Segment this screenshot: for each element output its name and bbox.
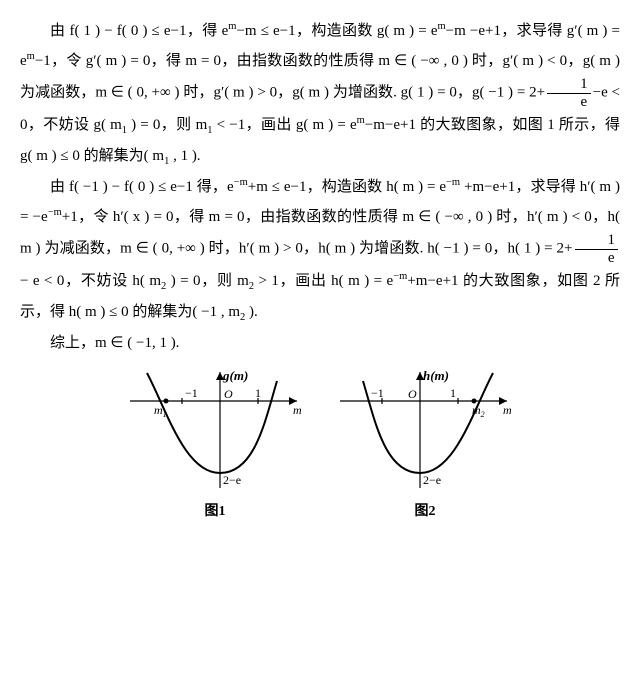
text: < −1，画出 g( m ) = e bbox=[213, 117, 357, 133]
exp: −m bbox=[234, 177, 248, 188]
text: 由 f( 1 ) − f( 0 ) ≤ e−1，得 e bbox=[50, 23, 228, 39]
tick-neg1-label: −1 bbox=[185, 386, 198, 400]
exp: m bbox=[357, 115, 365, 126]
m2-label: m2 bbox=[472, 403, 485, 419]
y-title: h(m) bbox=[423, 368, 449, 383]
exp: −m bbox=[393, 271, 407, 282]
exp: −m bbox=[446, 177, 460, 188]
figure-1: g(m) m O −1 1 m1 2−e 图1 bbox=[125, 366, 305, 526]
text: ) = 0，则 m bbox=[127, 117, 207, 133]
text: − e < 0，不妨设 h( m bbox=[20, 273, 161, 289]
text: 由 f( −1 ) − f( 0 ) ≤ e−1 得，e bbox=[50, 179, 234, 195]
fraction: 1e bbox=[547, 76, 591, 110]
text: −1，令 g′( m ) = 0，得 m = 0，由指数函数的性质得 m ∈ (… bbox=[20, 53, 620, 100]
text: ) = 0，则 m bbox=[166, 273, 249, 289]
origin-label: O bbox=[224, 387, 233, 401]
valley-label: 2−e bbox=[423, 473, 441, 487]
figure-2-caption: 图2 bbox=[335, 498, 515, 526]
text: ). bbox=[245, 304, 258, 320]
y-title: g(m) bbox=[222, 368, 248, 383]
text: +1，令 h′( x ) = 0，得 m = 0，由指数函数的性质得 m ∈ (… bbox=[20, 209, 620, 256]
chart-h: h(m) m O −1 1 m2 2−e bbox=[335, 366, 515, 496]
paragraph-2: 由 f( −1 ) − f( 0 ) ≤ e−1 得，e−m+m ≤ e−1，构… bbox=[20, 172, 620, 328]
text: , 1 ). bbox=[169, 148, 200, 164]
tick-pos1-label: 1 bbox=[255, 386, 261, 400]
dot-m1 bbox=[164, 399, 169, 404]
chart-g: g(m) m O −1 1 m1 2−e bbox=[125, 366, 305, 496]
x-title: m bbox=[293, 403, 302, 417]
text: 综上，m ∈ ( −1, 1 ). bbox=[50, 335, 179, 351]
tick-pos1-label: 1 bbox=[450, 386, 456, 400]
text: +m ≤ e−1，构造函数 h( m ) = e bbox=[248, 179, 446, 195]
exp: m bbox=[437, 21, 445, 32]
figures-row: g(m) m O −1 1 m1 2−e 图1 h(m) m bbox=[20, 366, 620, 526]
figure-1-caption: 图1 bbox=[125, 498, 305, 526]
paragraph-1: 由 f( 1 ) − f( 0 ) ≤ e−1，得 em−m ≤ e−1，构造函… bbox=[20, 16, 620, 172]
fraction: 1e bbox=[575, 232, 619, 266]
figure-2: h(m) m O −1 1 m2 2−e 图2 bbox=[335, 366, 515, 526]
valley-label: 2−e bbox=[223, 473, 241, 487]
m1-label: m1 bbox=[154, 403, 167, 419]
origin-label: O bbox=[408, 387, 417, 401]
paragraph-3: 综上，m ∈ ( −1, 1 ). bbox=[20, 328, 620, 358]
exp: −m bbox=[48, 207, 62, 218]
x-title: m bbox=[503, 403, 512, 417]
text: −m ≤ e−1，构造函数 g( m ) = e bbox=[236, 23, 437, 39]
text: > 1，画出 h( m ) = e bbox=[254, 273, 393, 289]
exp: m bbox=[27, 51, 35, 62]
tick-neg1-label: −1 bbox=[371, 386, 384, 400]
